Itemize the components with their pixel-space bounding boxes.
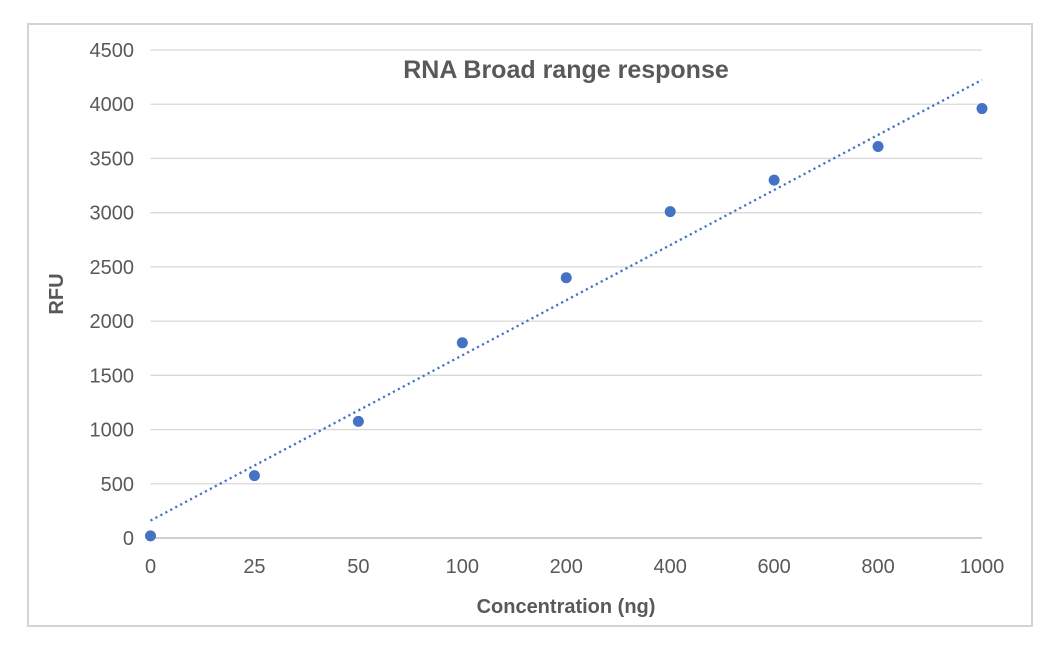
data-point: [248, 470, 260, 482]
y-tick-label: 3000: [90, 203, 135, 225]
data-point: [872, 141, 884, 153]
data-point: [352, 415, 364, 427]
x-tick-label: 800: [861, 556, 894, 578]
y-tick-label: 4500: [90, 40, 135, 62]
data-series-layer: [145, 78, 988, 542]
data-point: [664, 206, 676, 218]
y-tick-label: 1500: [90, 365, 135, 387]
x-tick-label: 200: [550, 556, 583, 578]
data-point: [560, 272, 572, 284]
y-tick-label: 2000: [90, 311, 135, 333]
y-tick-label: 4000: [90, 94, 135, 116]
data-point: [768, 174, 780, 186]
axis-tick-labels-layer: 0 500 1000 1500 2000 2500 3000 3500 4000 4500 0 25 5…: [90, 40, 1005, 578]
y-tick-label: 1000: [90, 420, 135, 442]
x-axis-title: Concentration (ng): [477, 596, 656, 618]
y-tick-label: 500: [101, 474, 134, 496]
gridlines-layer: [150, 49, 982, 539]
x-tick-label: 400: [654, 556, 687, 578]
data-point: [145, 530, 156, 542]
chart-border: [27, 23, 1033, 627]
y-tick-label: 3500: [90, 148, 135, 170]
y-tick-label: 2500: [90, 257, 135, 279]
y-axis-title: RFU: [46, 273, 68, 314]
x-tick-label: 25: [243, 556, 265, 578]
trendline: [149, 78, 983, 522]
x-tick-label: 600: [757, 556, 790, 578]
x-tick-label: 100: [446, 556, 479, 578]
data-point: [976, 103, 988, 115]
data-point: [456, 337, 468, 349]
x-tick-label: 50: [347, 556, 369, 578]
chart-title: RNA Broad range response: [403, 56, 729, 84]
y-tick-label: 0: [123, 528, 134, 550]
x-tick-label: 1000: [960, 556, 1005, 578]
x-tick-label: 0: [145, 556, 156, 578]
